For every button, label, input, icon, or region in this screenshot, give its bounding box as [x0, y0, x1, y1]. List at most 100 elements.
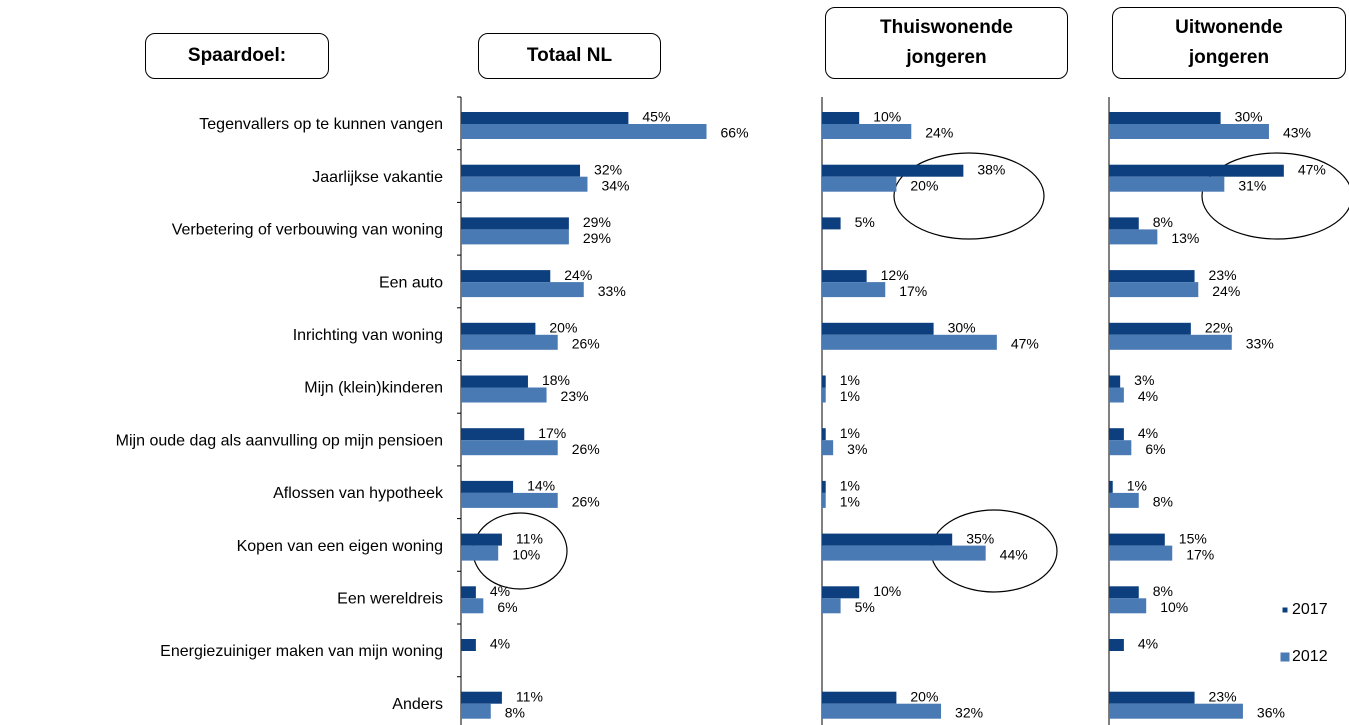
category-label: Een wereldreis: [337, 591, 443, 608]
bar: [1109, 282, 1199, 298]
value-label: 1%: [840, 494, 860, 510]
value-label: 11%: [516, 688, 543, 704]
bar: [1109, 691, 1195, 704]
bar: [461, 545, 499, 561]
bar: [822, 387, 826, 403]
value-label: 35%: [966, 530, 994, 546]
bar: [1109, 375, 1121, 388]
bar: [1109, 124, 1269, 139]
value-label: 22%: [1205, 320, 1233, 336]
category-label: Mijn (klein)kinderen: [304, 380, 443, 397]
value-label: 23%: [1209, 267, 1237, 283]
value-label: 45%: [642, 109, 670, 125]
bar: [1109, 703, 1243, 719]
bar: [822, 703, 942, 719]
value-label: 29%: [583, 230, 611, 246]
bar: [461, 691, 502, 704]
value-label: 26%: [572, 441, 600, 457]
bar: [461, 492, 558, 508]
value-label: 4%: [490, 583, 510, 599]
value-label: 23%: [561, 388, 589, 404]
value-label: 5%: [855, 214, 875, 230]
bar: [1109, 598, 1147, 614]
bar: [461, 112, 629, 124]
value-label: 24%: [925, 125, 953, 141]
value-label: 10%: [1160, 599, 1188, 615]
bar: [1109, 164, 1284, 177]
bar: [461, 164, 581, 177]
value-label: 32%: [955, 704, 983, 720]
highlight-ellipse: [1201, 152, 1349, 240]
category-label: Kopen van een eigen woning: [237, 538, 443, 555]
value-label: 34%: [601, 177, 629, 193]
value-label: 29%: [583, 214, 611, 230]
value-label: 47%: [1298, 161, 1326, 177]
annotations: [472, 152, 1349, 593]
bar: [822, 334, 997, 350]
highlight-ellipse: [893, 152, 1045, 240]
bar: [1109, 480, 1113, 493]
bar: [461, 440, 558, 456]
bar: [461, 270, 551, 283]
value-label: 6%: [497, 599, 517, 615]
value-label: 4%: [1138, 425, 1158, 441]
bar: [461, 639, 476, 651]
category-label: Energiezuiniger maken van mijn woning: [160, 643, 443, 660]
bar: [461, 703, 491, 719]
value-label: 44%: [1000, 546, 1028, 562]
bar: [822, 112, 860, 124]
value-label: 18%: [542, 372, 570, 388]
bar: [822, 480, 826, 493]
value-label: 1%: [840, 425, 860, 441]
value-label: 43%: [1283, 125, 1311, 141]
category-label: Jaarlijkse vakantie: [312, 169, 443, 186]
category-label: Een auto: [379, 274, 443, 291]
value-label: 8%: [1153, 583, 1173, 599]
legend-swatch: [1280, 652, 1290, 662]
bar: [822, 428, 826, 441]
value-label: 17%: [899, 283, 927, 299]
value-label: 47%: [1011, 336, 1039, 352]
value-label: 8%: [1153, 494, 1173, 510]
bar: [1109, 492, 1139, 508]
value-label: 33%: [1246, 336, 1274, 352]
bar: [461, 322, 536, 335]
value-label: 4%: [1138, 636, 1158, 652]
bar: [1109, 639, 1124, 651]
value-label: 8%: [1153, 214, 1173, 230]
category-label: Aflossen van hypotheek: [273, 485, 444, 502]
value-label: 20%: [910, 688, 938, 704]
bar: [822, 691, 897, 704]
bar: [822, 598, 841, 614]
value-label: 8%: [505, 704, 525, 720]
bar: [461, 124, 707, 139]
value-label: 24%: [564, 267, 592, 283]
bar: [461, 375, 528, 388]
value-label: 33%: [598, 283, 626, 299]
bar: [822, 375, 826, 388]
bar: [1109, 440, 1132, 456]
legend-label: 2012: [1292, 648, 1328, 665]
category-label: Inrichting van woning: [293, 327, 443, 344]
bar: [822, 124, 912, 139]
bar: [822, 533, 953, 546]
value-label: 26%: [572, 336, 600, 352]
value-label: 23%: [1209, 688, 1237, 704]
panel-title: Uitwonende jongeren: [1112, 7, 1346, 79]
value-label: 17%: [1186, 546, 1214, 562]
bar: [1109, 334, 1232, 350]
bar: [1109, 217, 1139, 230]
panel-title: Totaal NL: [478, 33, 661, 79]
value-label: 4%: [1138, 388, 1158, 404]
value-label: 20%: [549, 320, 577, 336]
bar: [1109, 387, 1124, 403]
value-label: 4%: [490, 636, 510, 652]
value-label: 1%: [840, 478, 860, 494]
bar: [461, 598, 484, 614]
category-label: Tegenvallers op te kunnen vangen: [199, 116, 443, 133]
bar: [1109, 176, 1225, 192]
bar: [461, 282, 584, 298]
value-label: 38%: [977, 161, 1005, 177]
